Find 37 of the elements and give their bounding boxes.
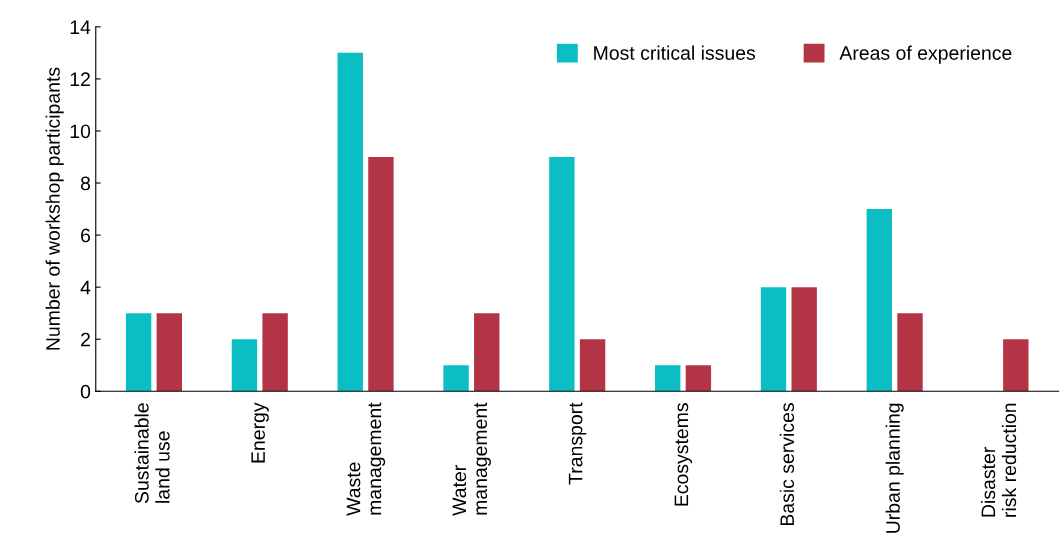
x-tick-label: Waste management — [346, 402, 386, 516]
y-axis-title: Number of workshop participants — [45, 67, 64, 350]
bar — [866, 209, 893, 392]
bar — [1003, 339, 1029, 392]
x-tick-label: Urban planning — [885, 403, 904, 533]
x-tick-label: Basic services — [779, 403, 795, 526]
bar — [579, 339, 606, 392]
y-tick-label: 2 — [81, 332, 90, 347]
legend-label: Most critical issues — [594, 45, 756, 60]
y-tick-label: 14 — [70, 20, 91, 34]
x-tick-label: Transport — [568, 402, 587, 485]
bar — [262, 313, 288, 392]
bar — [368, 157, 394, 392]
y-tick-label: 0 — [80, 384, 91, 399]
bar — [897, 313, 923, 392]
bar — [337, 52, 363, 392]
x-tick-label: Sustainable land use — [134, 403, 170, 504]
bar — [231, 339, 258, 392]
y-tick-label: 10 — [70, 124, 91, 139]
x-tick-label: Disaster risk reduction — [980, 403, 1017, 517]
y-tick-label: 8 — [80, 176, 91, 191]
bar — [156, 313, 182, 392]
bar — [760, 287, 787, 392]
x-tick-label: Energy — [251, 402, 269, 463]
y-tick-label: 6 — [81, 228, 91, 243]
x-tick-label: Water management — [452, 402, 491, 516]
bar — [654, 365, 681, 392]
y-tick-label: 12 — [70, 72, 90, 86]
bar — [791, 287, 817, 392]
bar — [685, 365, 712, 392]
bar — [549, 157, 575, 392]
bar — [125, 313, 152, 392]
x-tick-label: Ecosystems — [674, 403, 693, 506]
bar — [474, 313, 500, 392]
y-tick-label: 4 — [80, 280, 91, 295]
bar — [443, 365, 469, 392]
legend-label: Areas of experience — [839, 45, 1012, 64]
